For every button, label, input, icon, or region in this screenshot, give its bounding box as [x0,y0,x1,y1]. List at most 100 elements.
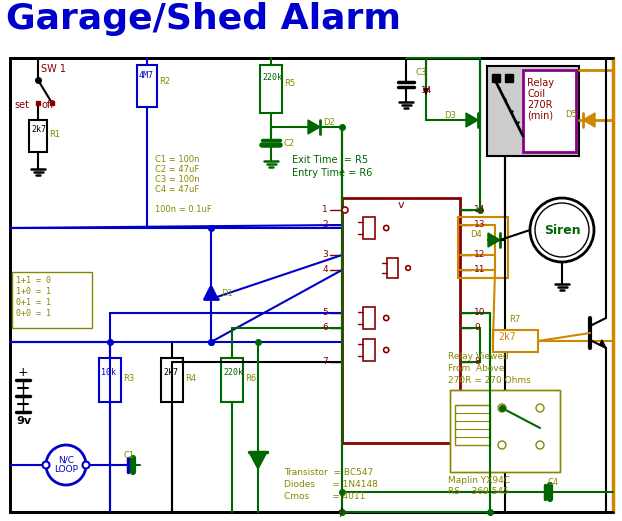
Polygon shape [308,120,320,134]
Text: 14: 14 [421,86,432,95]
Bar [342,198,460,443]
Circle shape [536,404,544,412]
Polygon shape [249,452,267,469]
Text: C2 = 47uF: C2 = 47uF [155,165,199,174]
Bar [221,358,243,402]
Text: Exit Time  = R5: Exit Time = R5 [292,155,368,165]
Text: RS    369 545: RS 369 545 [448,487,509,496]
Text: R5: R5 [284,79,295,88]
Text: D5: D5 [565,110,577,119]
Text: 14: 14 [474,205,485,214]
Text: 7: 7 [337,510,343,519]
Polygon shape [204,285,218,299]
Circle shape [384,226,389,231]
Text: D2: D2 [323,118,335,127]
Circle shape [46,445,86,485]
Text: Transistor  = BC547: Transistor = BC547 [284,468,373,477]
Bar [363,307,375,329]
Bar [161,358,183,402]
Text: 9: 9 [474,323,480,332]
Text: 10k: 10k [101,368,116,377]
Text: R2: R2 [159,77,170,86]
Text: D1: D1 [221,289,233,298]
Circle shape [42,462,50,468]
Text: 4M7: 4M7 [139,71,154,80]
Text: R1: R1 [49,130,60,139]
Text: 13: 13 [474,220,486,229]
Bar [458,217,508,278]
Circle shape [498,441,506,449]
Text: 2k7: 2k7 [31,125,46,134]
Text: 2: 2 [322,220,328,229]
Bar [487,66,579,156]
Text: R3: R3 [123,374,134,383]
Text: 11: 11 [474,265,486,274]
Bar [29,120,47,152]
Text: 270R: 270R [527,100,552,110]
Text: 3: 3 [322,250,328,259]
Text: Relay: Relay [527,78,554,88]
Bar [493,330,538,352]
Text: 220k: 220k [262,73,282,82]
Circle shape [535,203,589,257]
Text: +: + [18,366,29,379]
Bar [450,390,560,472]
Text: C3: C3 [416,68,427,77]
Text: off: off [41,100,53,110]
Text: 100n = 0.1uF: 100n = 0.1uF [155,205,211,214]
Text: 1+0 = 1: 1+0 = 1 [16,287,51,296]
Polygon shape [488,233,500,247]
Bar [260,65,282,113]
Text: 0+1 = 1: 0+1 = 1 [16,298,51,307]
Text: R4: R4 [185,374,196,383]
Text: 220k: 220k [223,368,243,377]
Circle shape [384,348,389,353]
Bar [505,74,513,82]
Text: C4: C4 [547,478,558,487]
Circle shape [530,198,594,262]
Text: C1 = 100n: C1 = 100n [155,155,200,164]
Bar [10,58,613,512]
Bar [12,272,92,328]
Text: Siren: Siren [544,224,580,237]
Bar [363,339,375,361]
Text: From  Above: From Above [448,364,504,373]
Text: Diodes      = 1N4148: Diodes = 1N4148 [284,480,378,489]
Bar [523,70,576,152]
Bar [137,65,157,107]
Text: Garage/Shed Alarm: Garage/Shed Alarm [6,2,401,36]
Text: 8: 8 [474,357,480,366]
Text: C4 = 47uF: C4 = 47uF [155,185,199,194]
Text: LOOP: LOOP [54,465,78,475]
Bar [492,74,500,82]
Bar [363,217,375,239]
Text: C2: C2 [283,139,294,148]
Circle shape [498,404,506,412]
Text: 9v: 9v [16,416,31,426]
Text: 4: 4 [322,265,328,274]
Text: 12: 12 [474,250,485,259]
Text: set: set [14,100,29,110]
Text: SW 1: SW 1 [41,64,66,74]
Text: 10: 10 [474,308,486,317]
Text: D4: D4 [470,230,482,239]
Text: 0+0 = 1: 0+0 = 1 [16,309,51,318]
Polygon shape [583,113,595,127]
Text: 5: 5 [322,308,328,317]
Text: 1: 1 [322,205,328,214]
Text: D3: D3 [444,111,456,120]
Bar [450,390,560,472]
Text: 7: 7 [322,357,328,366]
Text: 270R = 270 Ohms: 270R = 270 Ohms [448,376,531,385]
Text: Entry Time = R6: Entry Time = R6 [292,168,373,178]
Text: (min): (min) [527,111,553,121]
Text: Maplin YX94C: Maplin YX94C [448,476,510,485]
Text: 2k7: 2k7 [163,368,178,377]
Circle shape [384,315,389,320]
Circle shape [83,462,90,468]
Text: 1+1 = 0: 1+1 = 0 [16,276,51,285]
Text: R6: R6 [245,374,256,383]
Bar [99,358,121,402]
Text: N/C: N/C [58,455,74,465]
Circle shape [342,207,348,213]
